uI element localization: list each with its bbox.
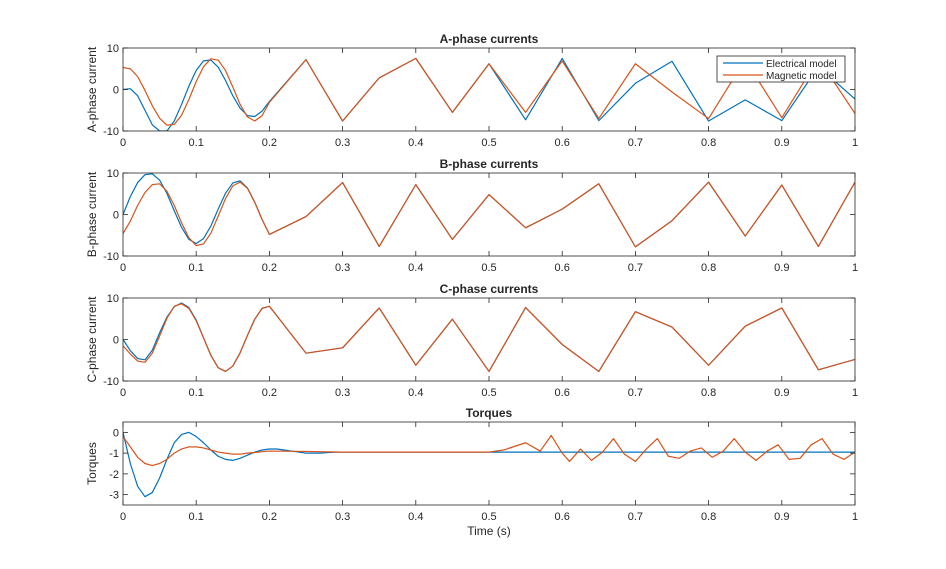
- legend: Electrical model Magnetic model: [716, 55, 846, 83]
- c-phase-xtick-label: 0.4: [408, 387, 423, 399]
- c-phase-xtick-label: 0.1: [189, 387, 204, 399]
- torques-xtick-label: 0.1: [189, 511, 204, 523]
- a-phase-ytick-label: 0: [113, 85, 119, 97]
- c-phase-xtick-label: 0.6: [555, 387, 570, 399]
- a-phase-xtick-label: 0.6: [555, 137, 570, 149]
- torques-xtick-label: 0.5: [481, 511, 496, 523]
- c-phase-axes: 0 0.1 0.2 0.3 0.4 0.5 0.6 0.7 0.8 0.9 1-10010C-pha…: [85, 282, 858, 399]
- legend-box: [716, 55, 846, 83]
- b-phase-xtick-label: 0.3: [335, 262, 350, 274]
- torques-title: Torques: [466, 406, 513, 420]
- torques-xtick-label: 0.9: [774, 511, 789, 523]
- a-phase-xtick-label: 0.7: [628, 137, 643, 149]
- b-phase-xtick-label: 0.4: [408, 262, 423, 274]
- torques-xtick-label: 0.6: [555, 511, 570, 523]
- a-phase-xtick-label: 0.3: [335, 137, 350, 149]
- b-phase-xtick-label: 0.5: [481, 262, 496, 274]
- c-phase-ytick-label: -10: [103, 376, 119, 388]
- torques-xtick-label: 0.3: [335, 511, 350, 523]
- torques-ytick-label: -2: [109, 469, 119, 481]
- c-phase-xtick-label: 0.3: [335, 387, 350, 399]
- legend-label-magnetic: Magnetic model: [766, 71, 837, 82]
- b-phase-xtick-label: 0.7: [628, 262, 643, 274]
- a-phase-xtick-label: 0.2: [262, 137, 277, 149]
- a-phase-xtick-label: 0.9: [774, 137, 789, 149]
- b-phase-xtick-label: 0.8: [701, 262, 716, 274]
- torques-series-magnetic-line: [123, 434, 855, 467]
- b-phase-ytick-label: 0: [113, 210, 119, 222]
- c-phase-xtick-label: 0: [120, 387, 126, 399]
- a-phase-xtick-label: 0.8: [701, 137, 716, 149]
- a-phase-xtick-label: 1: [852, 137, 858, 149]
- torques-xtick-label: 1: [852, 511, 858, 523]
- b-phase-xtick-label: 0.6: [555, 262, 570, 274]
- torques-ytick-label: -3: [109, 490, 119, 502]
- c-phase-ytick-label: 0: [113, 335, 119, 347]
- a-phase-xtick-label: 0.4: [408, 137, 423, 149]
- a-phase-xtick-label: 0: [120, 137, 126, 149]
- c-phase-xtick-label: 0.7: [628, 387, 643, 399]
- b-phase-xtick-label: 0.2: [262, 262, 277, 274]
- c-phase-ytick-label: 10: [107, 293, 119, 305]
- b-phase-series-magnetic-line: [123, 181, 855, 248]
- b-phase-title: B-phase currents: [440, 157, 539, 171]
- b-phase-ylabel: B-phase current: [85, 171, 99, 257]
- c-phase-xtick-label: 0.8: [701, 387, 716, 399]
- c-phase-xtick-label: 0.2: [262, 387, 277, 399]
- b-phase-ytick-label: 10: [107, 168, 119, 180]
- a-phase-ytick-label: 10: [107, 43, 119, 55]
- a-phase-xtick-label: 0.5: [481, 137, 496, 149]
- torques-xtick-label: 0.2: [262, 511, 277, 523]
- torques-plot-area: [123, 422, 855, 505]
- legend-label-electrical: Electrical model: [766, 59, 837, 70]
- torques-series-electrical-line: [123, 431, 855, 498]
- a-phase-title: A-phase currents: [440, 32, 539, 46]
- a-phase-series-magnetic-line: [123, 57, 855, 126]
- c-phase-ylabel: C-phase current: [85, 296, 99, 383]
- b-phase-ytick-label: -10: [103, 251, 119, 263]
- torques-xtick-label: 0.8: [701, 511, 716, 523]
- a-phase-ytick-label: -10: [103, 126, 119, 138]
- torques-xtick-label: 0.4: [408, 511, 423, 523]
- torques-axes: 0 0.1 0.2 0.3 0.4 0.5 0.6 0.7 0.8 0.9 1 -3 -2 -1 0 Torq…: [85, 406, 858, 538]
- a-phase-series-electrical-line: [123, 57, 855, 131]
- b-phase-xtick-label: 0.1: [189, 262, 204, 274]
- b-phase-xtick-label: 0.9: [774, 262, 789, 274]
- c-phase-title: C-phase currents: [440, 282, 539, 296]
- torques-ytick-label: 0: [113, 427, 119, 439]
- a-phase-xtick-label: 0.1: [189, 137, 204, 149]
- torques-ytick-label: -1: [109, 448, 119, 460]
- c-phase-xtick-label: 1: [852, 387, 858, 399]
- torques-ylabel: Torques: [85, 442, 99, 485]
- c-phase-xtick-label: 0.5: [481, 387, 496, 399]
- c-phase-xtick-label: 0.9: [774, 387, 789, 399]
- b-phase-xtick-label: 1: [852, 262, 858, 274]
- b-phase-axes: 0 0.1 0.2 0.3 0.4 0.5 0.6 0.7 0.8 0.9 1-10010B-pha…: [85, 157, 858, 274]
- torques-xtick-label: 0: [120, 511, 126, 523]
- b-phase-xtick-label: 0: [120, 262, 126, 274]
- torques-xlabel: Time (s): [467, 524, 511, 538]
- c-phase-series-magnetic-line: [123, 303, 855, 373]
- a-phase-ylabel: A-phase current: [85, 46, 99, 132]
- torques-xtick-label: 0.7: [628, 511, 643, 523]
- c-phase-plot-area: [123, 298, 855, 381]
